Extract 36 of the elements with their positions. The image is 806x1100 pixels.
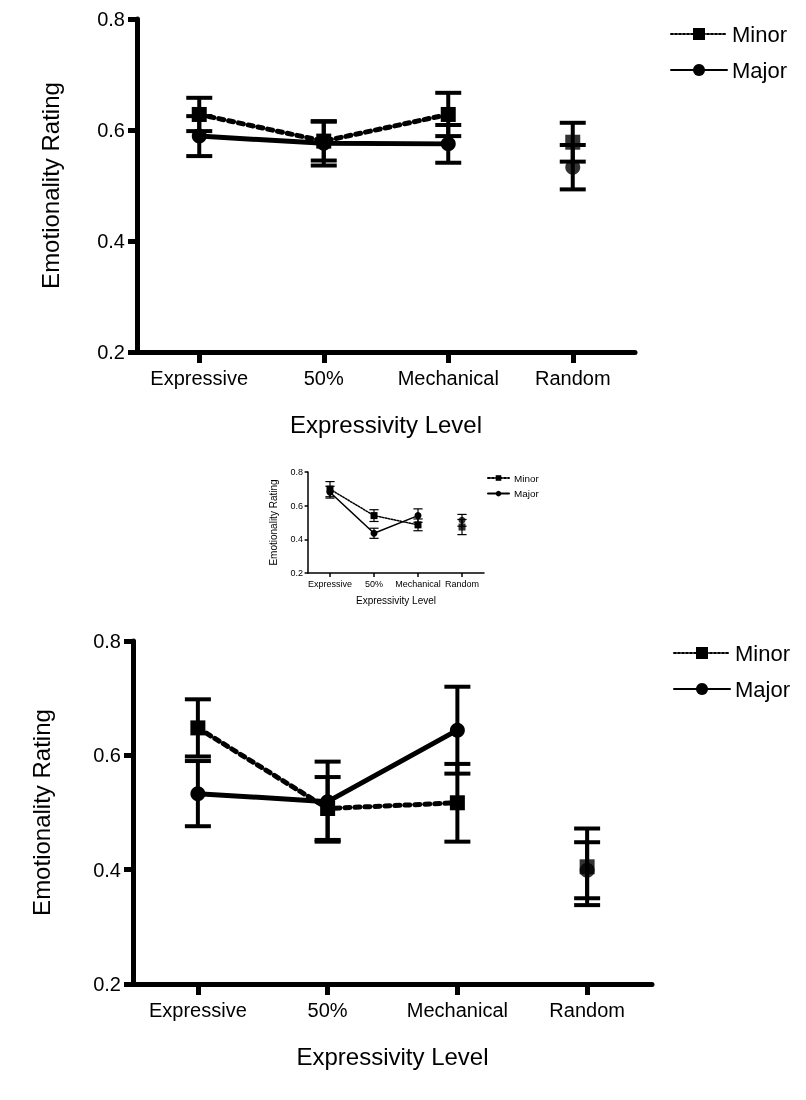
y-tick-label: 0.4 (97, 230, 125, 252)
x-tick-label: Random (444, 578, 480, 589)
x-tick-label: 50% (364, 578, 384, 589)
x-tick-label: 50% (303, 367, 344, 389)
x-tick-label: Mechanical (395, 578, 441, 589)
y-tick-label: 0.4 (290, 534, 303, 545)
y-tick-label: 0.4 (93, 858, 121, 881)
legend-label: Major (514, 488, 540, 500)
x-tick-label: Mechanical (397, 367, 499, 389)
y-tick-label: 0.2 (290, 568, 303, 578)
y-tick-label: 0.6 (93, 744, 121, 767)
y-tick-label: 0.8 (93, 630, 121, 652)
x-tick-label: Random (534, 367, 611, 389)
y-tick-label: 0.8 (97, 8, 125, 30)
y-axis-title: Emotionality Rating (27, 709, 55, 916)
y-tick-label: 0.2 (93, 973, 121, 995)
legend-label: Major (735, 676, 791, 702)
x-tick-label: 50% (307, 999, 348, 1021)
x-tick-label: Random (549, 999, 625, 1021)
x-axis-title: Expressivity Level (355, 594, 437, 606)
y-tick-label: 0.6 (97, 119, 125, 141)
y-tick-label: 0.8 (290, 467, 303, 477)
y-tick-label: 0.6 (290, 500, 303, 511)
x-tick-label: Expressive (307, 578, 353, 589)
legend-label: Minor (514, 472, 540, 484)
legend-label: Minor (735, 640, 791, 666)
x-tick-label: Expressive (148, 999, 247, 1021)
x-tick-label: Mechanical (406, 999, 508, 1021)
y-tick-label: 0.2 (97, 341, 125, 363)
legend-label: Minor (732, 21, 788, 47)
y-axis-title: Emotionality Rating (267, 479, 279, 566)
y-axis-title: Emotionality Rating (36, 82, 64, 289)
x-axis-title: Expressivity Level (289, 410, 483, 438)
legend-label: Major (732, 57, 788, 83)
x-tick-label: Expressive (150, 367, 249, 389)
x-axis-title: Expressivity Level (296, 1042, 489, 1070)
